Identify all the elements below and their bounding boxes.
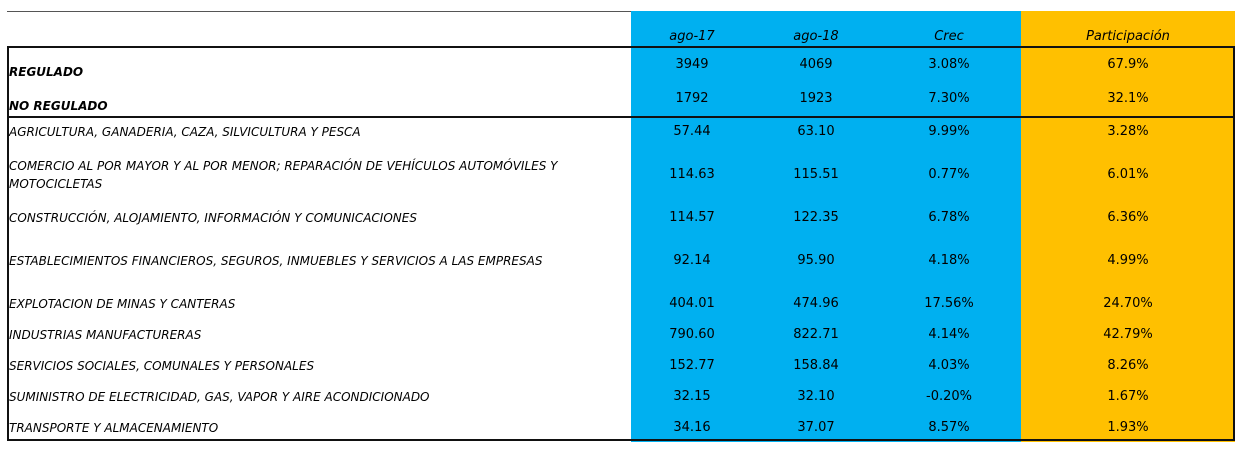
cell-ago17: 404.01 [669,296,715,311]
cell-ago17: 790.60 [669,327,715,342]
cell-crec: 9.99% [928,124,970,139]
cell-ago18: 158.84 [793,358,839,373]
table-frame [7,46,1235,441]
cell-ago18: 474.96 [793,296,839,311]
cell-ago18: 115.51 [793,167,839,182]
row-label: INDUSTRIAS MANUFACTURERAS [9,328,202,342]
blue-column-band [631,11,1021,442]
orange-column-band [1021,11,1235,442]
row-label: CONSTRUCCIÓN, ALOJAMIENTO, INFORMACIÓN Y… [9,211,417,225]
cell-participacion: 24.70% [1103,296,1153,311]
row-label-regulado: REGULADO [9,65,84,79]
cell-crec: 0.77% [928,167,970,182]
cell-crec: 8.57% [928,420,970,435]
cell-ago18: 95.90 [797,253,835,268]
cell-ago17: 34.16 [673,420,711,435]
cell-ago17: 3949 [675,57,709,72]
header-crec: Crec [934,29,964,44]
cell-ago18: 32.10 [797,389,835,404]
cell-ago18: 37.07 [797,420,835,435]
cell-participacion: 42.79% [1103,327,1153,342]
header-ago-18: ago-18 [793,29,839,44]
cell-ago18: 122.35 [793,210,839,225]
cell-ago18: 63.10 [797,124,835,139]
cell-crec: 4.18% [928,253,970,268]
cell-participacion: 3.28% [1107,124,1149,139]
row-label: AGRICULTURA, GANADERIA, CAZA, SILVICULTU… [9,125,361,139]
cell-participacion: 67.9% [1107,57,1149,72]
top-rule [7,11,1235,12]
cell-participacion: 8.26% [1107,358,1149,373]
row-label: ESTABLECIMIENTOS FINANCIEROS, SEGUROS, I… [9,254,543,268]
cell-ago17: 114.57 [669,210,715,225]
cell-participacion: 1.93% [1107,420,1149,435]
cell-ago18: 4069 [799,57,833,72]
cell-participacion: 6.01% [1107,167,1149,182]
cell-crec: 3.08% [928,57,970,72]
cell-ago17: 57.44 [673,124,711,139]
row-label: SUMINISTRO DE ELECTRICIDAD, GAS, VAPOR Y… [9,390,430,404]
cell-ago17: 114.63 [669,167,715,182]
cell-crec: 6.78% [928,210,970,225]
header-participacion: Participación [1086,29,1170,44]
row-label-line-2: MOTOCICLETAS [9,177,103,191]
cell-ago17: 32.15 [673,389,711,404]
row-label: TRANSPORTE Y ALMACENAMIENTO [9,421,219,435]
cell-crec: 4.03% [928,358,970,373]
cell-crec: 7.30% [928,91,970,106]
cell-crec: 4.14% [928,327,970,342]
cell-participacion: 32.1% [1107,91,1149,106]
cell-ago18: 1923 [799,91,833,106]
row-label: SERVICIOS SOCIALES, COMUNALES Y PERSONAL… [9,359,315,373]
header-ago-17: ago-17 [669,29,715,44]
cell-crec: 17.56% [924,296,974,311]
cell-participacion: 1.67% [1107,389,1149,404]
row-label-no-regulado: NO REGULADO [9,99,108,113]
row-label: EXPLOTACION DE MINAS Y CANTERAS [9,297,236,311]
cell-ago17: 92.14 [673,253,711,268]
section-separator [7,116,1235,118]
row-label-line-1: COMERCIO AL POR MAYOR Y AL POR MENOR; RE… [9,159,558,173]
cell-ago17: 152.77 [669,358,715,373]
cell-ago18: 822.71 [793,327,839,342]
cell-ago17: 1792 [675,91,709,106]
cell-participacion: 6.36% [1107,210,1149,225]
cell-crec: -0.20% [926,389,972,404]
cell-participacion: 4.99% [1107,253,1149,268]
